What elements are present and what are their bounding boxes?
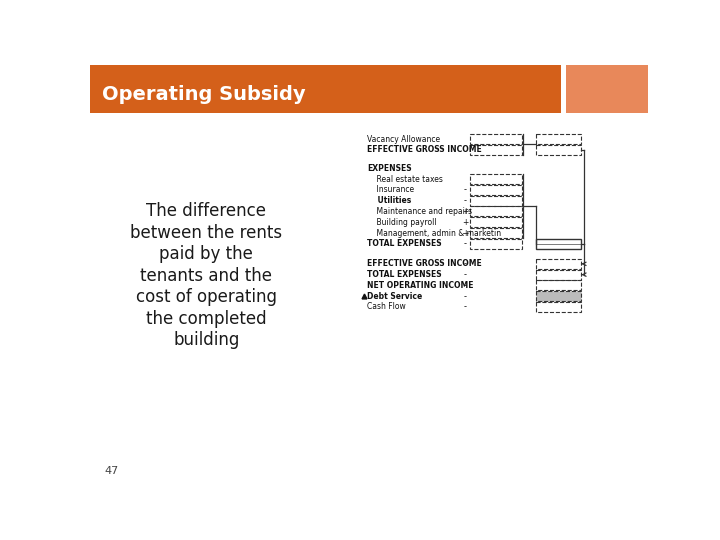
Text: Management, admin & marketin: Management, admin & marketin bbox=[367, 228, 502, 238]
Text: +: + bbox=[462, 207, 468, 216]
Bar bbox=[469, 206, 523, 217]
Bar bbox=[469, 239, 523, 249]
Text: EFFECTIVE GROSS INCOME: EFFECTIVE GROSS INCOME bbox=[367, 145, 482, 154]
Text: EXPENSES: EXPENSES bbox=[367, 164, 412, 173]
Text: building: building bbox=[173, 332, 240, 349]
Text: Debt Service: Debt Service bbox=[367, 292, 423, 301]
Text: Operating Subsidy: Operating Subsidy bbox=[102, 85, 306, 104]
Text: -: - bbox=[464, 281, 467, 290]
Text: Maintenance and repairs: Maintenance and repairs bbox=[367, 207, 472, 216]
Bar bbox=[469, 195, 523, 206]
Text: -: - bbox=[464, 292, 467, 301]
Bar bbox=[536, 280, 581, 291]
Text: cost of operating: cost of operating bbox=[136, 288, 276, 306]
Text: tenants and the: tenants and the bbox=[140, 267, 272, 285]
Text: EFFECTIVE GROSS INCOME: EFFECTIVE GROSS INCOME bbox=[367, 259, 482, 268]
Text: +: + bbox=[462, 218, 468, 227]
Text: the completed: the completed bbox=[146, 310, 266, 328]
Bar bbox=[469, 228, 523, 238]
Text: NET OPERATING INCOME: NET OPERATING INCOME bbox=[367, 281, 474, 290]
Text: The difference: The difference bbox=[146, 202, 266, 220]
Bar bbox=[469, 174, 523, 184]
Text: Utilities: Utilities bbox=[367, 196, 412, 205]
Bar bbox=[469, 185, 523, 195]
Bar bbox=[90, 65, 561, 112]
Bar bbox=[469, 217, 523, 227]
Text: TOTAL EXPENSES: TOTAL EXPENSES bbox=[367, 239, 442, 248]
Text: paid by the: paid by the bbox=[159, 245, 253, 263]
Text: between the rents: between the rents bbox=[130, 224, 282, 242]
Bar bbox=[469, 134, 523, 144]
Text: Real estate taxes: Real estate taxes bbox=[367, 174, 444, 184]
Bar bbox=[536, 291, 581, 301]
Text: Insurance: Insurance bbox=[367, 185, 415, 194]
Bar bbox=[536, 134, 581, 144]
Text: TOTAL EXPENSES: TOTAL EXPENSES bbox=[367, 270, 442, 279]
Bar bbox=[536, 145, 581, 155]
Text: -: - bbox=[464, 302, 467, 312]
Text: -: - bbox=[464, 185, 467, 194]
Bar bbox=[469, 145, 523, 155]
Text: Vacancy Allowance: Vacancy Allowance bbox=[367, 134, 441, 144]
Text: -: - bbox=[464, 259, 467, 268]
Text: 47: 47 bbox=[104, 467, 118, 476]
Bar bbox=[566, 65, 648, 112]
Text: +: + bbox=[462, 228, 468, 238]
Text: -: - bbox=[464, 270, 467, 279]
Bar bbox=[536, 269, 581, 280]
Bar bbox=[536, 259, 581, 269]
Text: Building payroll: Building payroll bbox=[367, 218, 437, 227]
Text: -: - bbox=[464, 239, 467, 248]
Text: Cash Flow: Cash Flow bbox=[367, 302, 406, 312]
Bar bbox=[536, 239, 581, 249]
Bar bbox=[536, 302, 581, 312]
Text: -: - bbox=[464, 196, 467, 205]
